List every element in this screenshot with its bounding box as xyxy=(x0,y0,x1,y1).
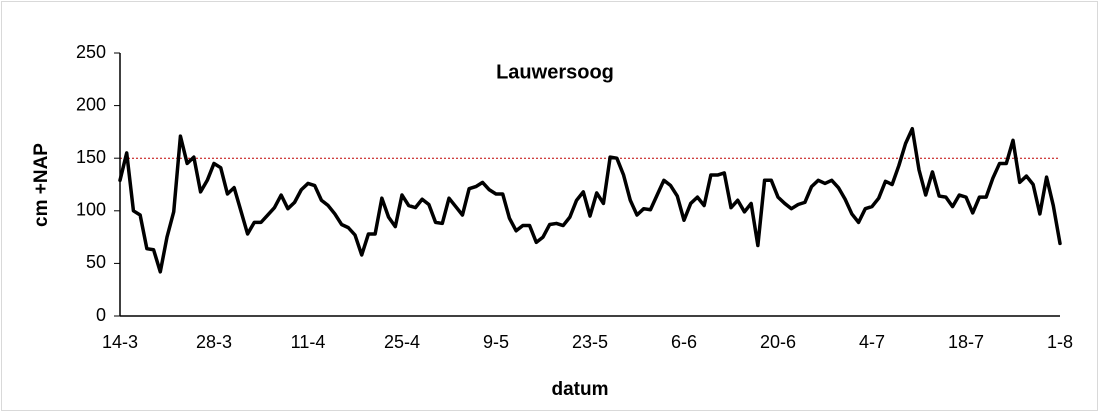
x-tick-label: 23-5 xyxy=(572,332,608,352)
y-tick-label: 100 xyxy=(76,200,106,220)
y-tick-label: 50 xyxy=(86,252,106,272)
x-tick-label: 25-4 xyxy=(384,332,420,352)
x-tick-label: 28-3 xyxy=(196,332,232,352)
x-tick-label: 6-6 xyxy=(671,332,697,352)
x-tick-label: 1-8 xyxy=(1047,332,1073,352)
y-tick-label: 250 xyxy=(76,42,106,62)
x-tick-label: 11-4 xyxy=(291,332,326,352)
x-axis-title: datum xyxy=(552,379,609,400)
y-tick-label: 0 xyxy=(96,305,106,325)
y-axis-title: cm +NAP xyxy=(31,143,52,227)
x-tick-label: 14-3 xyxy=(102,332,138,352)
data-line xyxy=(118,126,1062,274)
chart-title: Lauwersoog xyxy=(496,61,614,83)
x-tick-label: 9-5 xyxy=(483,332,509,352)
x-tick-label: 18-7 xyxy=(948,332,984,352)
x-tick-label: 20-6 xyxy=(760,332,796,352)
y-tick-label: 200 xyxy=(76,94,106,114)
y-tick-label: 150 xyxy=(76,147,106,167)
x-tick-label: 4-7 xyxy=(859,332,885,352)
